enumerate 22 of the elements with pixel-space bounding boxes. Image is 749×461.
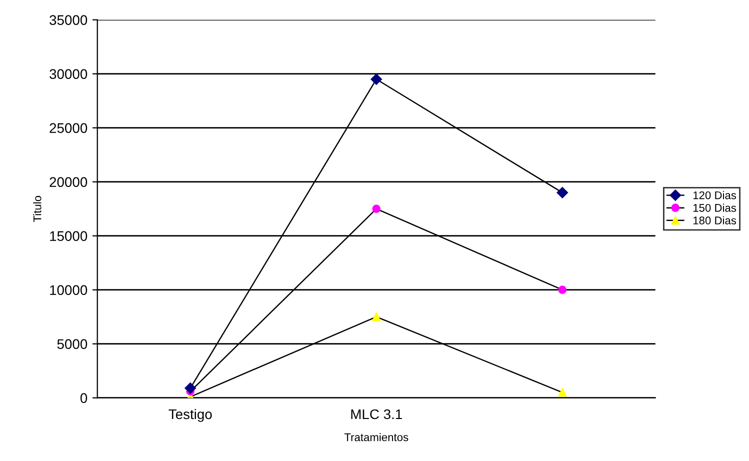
y-tick-label: 10000	[50, 285, 88, 296]
legend-label: 180 Dias	[693, 216, 736, 224]
point	[558, 286, 567, 294]
point	[184, 382, 196, 394]
legend-label: 120 Dias	[693, 191, 736, 200]
point	[372, 312, 381, 322]
y-tick-label: 15000	[50, 231, 88, 242]
x-tick-label: Testigo	[168, 408, 212, 422]
point	[370, 74, 382, 85]
y-tick-label: 5000	[57, 339, 88, 350]
legend-label: 150 Dias	[693, 204, 736, 212]
point	[556, 187, 568, 198]
point	[558, 388, 567, 397]
y-tick-label: 20000	[50, 177, 88, 187]
point	[372, 204, 381, 213]
y-tick-label: 25000	[50, 123, 88, 133]
y-tick-label: 30000	[50, 69, 88, 79]
x-axis-title: Tratamientos	[344, 433, 408, 442]
y-tick-label: 0	[80, 393, 88, 404]
y-axis-title: Titulo	[33, 196, 42, 222]
y-tick-label: 35000	[50, 15, 88, 25]
x-tick-label: MLC 3.1	[351, 409, 402, 420]
